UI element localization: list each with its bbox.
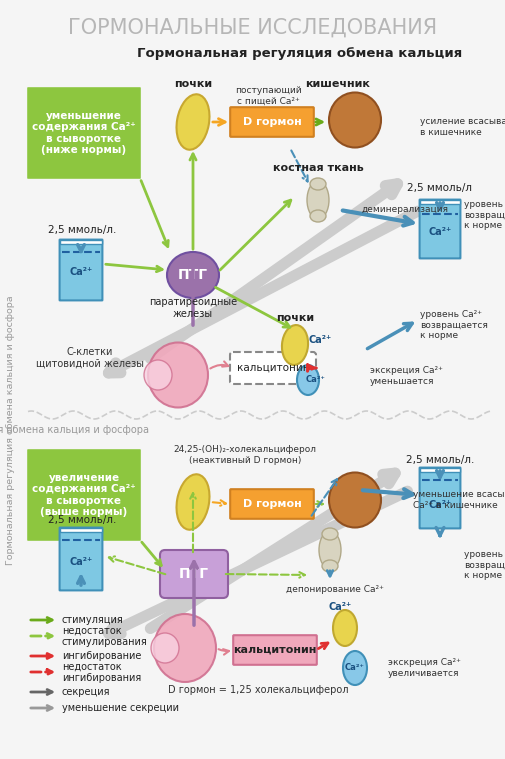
- FancyBboxPatch shape: [27, 449, 140, 541]
- Text: почки: почки: [174, 79, 212, 89]
- Ellipse shape: [342, 651, 366, 685]
- Ellipse shape: [307, 181, 328, 219]
- Text: уменьшение секреции: уменьшение секреции: [62, 703, 179, 713]
- Text: поступающий
с пищей Ca²⁺: поступающий с пищей Ca²⁺: [234, 87, 300, 106]
- Ellipse shape: [176, 474, 209, 530]
- Ellipse shape: [328, 93, 380, 147]
- FancyBboxPatch shape: [419, 200, 459, 204]
- Text: Ca²⁺: Ca²⁺: [428, 500, 451, 510]
- Text: Гормональная регуляция обмена кальция и фосфора: Гормональная регуляция обмена кальция и …: [7, 295, 16, 565]
- FancyBboxPatch shape: [60, 240, 102, 244]
- Text: Ca²⁺: Ca²⁺: [308, 335, 331, 345]
- Text: экскреция Ca²⁺
уменьшается: экскреция Ca²⁺ уменьшается: [369, 367, 442, 386]
- Text: уменьшение всасывания
Ca²⁺ в кишечнике: уменьшение всасывания Ca²⁺ в кишечнике: [412, 490, 505, 510]
- Ellipse shape: [147, 342, 208, 408]
- Text: уровень Ca²⁺
возвращается
к норме: уровень Ca²⁺ возвращается к норме: [463, 200, 505, 230]
- Text: секреция: секреция: [62, 687, 110, 697]
- FancyBboxPatch shape: [230, 107, 313, 137]
- FancyBboxPatch shape: [230, 490, 313, 519]
- FancyBboxPatch shape: [419, 468, 460, 528]
- Text: Ca²⁺: Ca²⁺: [69, 557, 92, 567]
- Text: ПТГ: ПТГ: [178, 268, 208, 282]
- Text: 2,5 ммоль/л: 2,5 ммоль/л: [407, 183, 472, 193]
- Text: D гормон: D гормон: [242, 117, 301, 127]
- Text: почки: почки: [275, 313, 314, 323]
- Text: уровень Ca²⁺
возвращается
к норме: уровень Ca²⁺ возвращается к норме: [419, 310, 487, 340]
- Text: Ca²⁺: Ca²⁺: [306, 376, 325, 385]
- Text: Гормональная регуляция обмена кальция: Гормональная регуляция обмена кальция: [137, 48, 462, 61]
- Text: ингибирование: ингибирование: [62, 651, 141, 661]
- FancyBboxPatch shape: [160, 550, 228, 598]
- FancyBboxPatch shape: [27, 87, 140, 179]
- Text: недостаток
стимулирования: недостаток стимулирования: [62, 625, 147, 647]
- Ellipse shape: [321, 560, 337, 572]
- Ellipse shape: [310, 178, 325, 190]
- FancyBboxPatch shape: [230, 352, 316, 384]
- Ellipse shape: [154, 614, 216, 682]
- Text: D гормон: D гормон: [242, 499, 301, 509]
- Text: костная ткань: костная ткань: [272, 163, 363, 173]
- Text: деминерализация: деминерализация: [361, 206, 448, 215]
- Text: 2,5 ммоль/л.: 2,5 ммоль/л.: [47, 225, 116, 235]
- Ellipse shape: [321, 528, 337, 540]
- Text: кальцитонин: кальцитонин: [233, 645, 316, 655]
- FancyBboxPatch shape: [60, 240, 102, 301]
- FancyBboxPatch shape: [419, 468, 459, 472]
- Text: уровень Ca²⁺
возвращается
к норме: уровень Ca²⁺ возвращается к норме: [463, 550, 505, 580]
- Text: недостаток
ингибирования: недостаток ингибирования: [62, 661, 141, 683]
- Text: 2,5 ммоль/л.: 2,5 ммоль/л.: [405, 455, 473, 465]
- Text: 24,25-(OH)₂-холекальциферол
(неактивный D гормон): 24,25-(OH)₂-холекальциферол (неактивный …: [173, 446, 316, 465]
- Ellipse shape: [167, 252, 219, 298]
- Text: ГОРМОНАЛЬНЫЕ ИССЛЕДОВАНИЯ: ГОРМОНАЛЬНЫЕ ИССЛЕДОВАНИЯ: [68, 18, 437, 38]
- Text: усиление всасывания Ca²⁺
в кишечнике: усиление всасывания Ca²⁺ в кишечнике: [419, 118, 505, 137]
- Text: Ca²⁺: Ca²⁺: [328, 602, 351, 612]
- Text: паратиреоидные
железы: паратиреоидные железы: [148, 298, 237, 319]
- Ellipse shape: [144, 360, 172, 390]
- Text: С-клетки
щитовидной железы: С-клетки щитовидной железы: [36, 347, 144, 369]
- Text: экскреция Ca²⁺
увеличивается: экскреция Ca²⁺ увеличивается: [387, 658, 460, 678]
- Ellipse shape: [310, 210, 325, 222]
- Text: D гормон = 1,25 холекальциферол: D гормон = 1,25 холекальциферол: [168, 685, 347, 695]
- Text: кальцитонин: кальцитонин: [236, 363, 309, 373]
- Text: кишечник: кишечник: [305, 79, 370, 89]
- Text: уменьшение
содержания Ca²⁺
в сыворотке
(ниже нормы): уменьшение содержания Ca²⁺ в сыворотке (…: [32, 111, 136, 156]
- Text: Гормональная регуляция обмена кальция и фосфора: Гормональная регуляция обмена кальция и …: [0, 425, 149, 435]
- FancyBboxPatch shape: [419, 200, 460, 258]
- Text: депонирование Ca²⁺: депонирование Ca²⁺: [285, 585, 383, 594]
- Text: ПТГ: ПТГ: [179, 567, 209, 581]
- Text: 2,5 ммоль/л.: 2,5 ммоль/л.: [47, 515, 116, 525]
- Ellipse shape: [281, 325, 308, 365]
- FancyBboxPatch shape: [60, 528, 102, 532]
- Text: Ca²⁺: Ca²⁺: [344, 663, 364, 672]
- Ellipse shape: [150, 633, 179, 663]
- Ellipse shape: [332, 610, 357, 646]
- Text: Ca²⁺: Ca²⁺: [428, 227, 451, 237]
- Ellipse shape: [296, 365, 318, 395]
- Ellipse shape: [328, 473, 380, 528]
- Ellipse shape: [176, 94, 209, 150]
- Text: стимуляция: стимуляция: [62, 615, 124, 625]
- Text: Ca²⁺: Ca²⁺: [69, 267, 92, 277]
- FancyBboxPatch shape: [60, 528, 102, 591]
- Text: увеличение
содержания Ca²⁺
в сыворотке
(выше нормы): увеличение содержания Ca²⁺ в сыворотке (…: [32, 473, 136, 518]
- Ellipse shape: [318, 531, 340, 569]
- FancyBboxPatch shape: [233, 635, 316, 665]
